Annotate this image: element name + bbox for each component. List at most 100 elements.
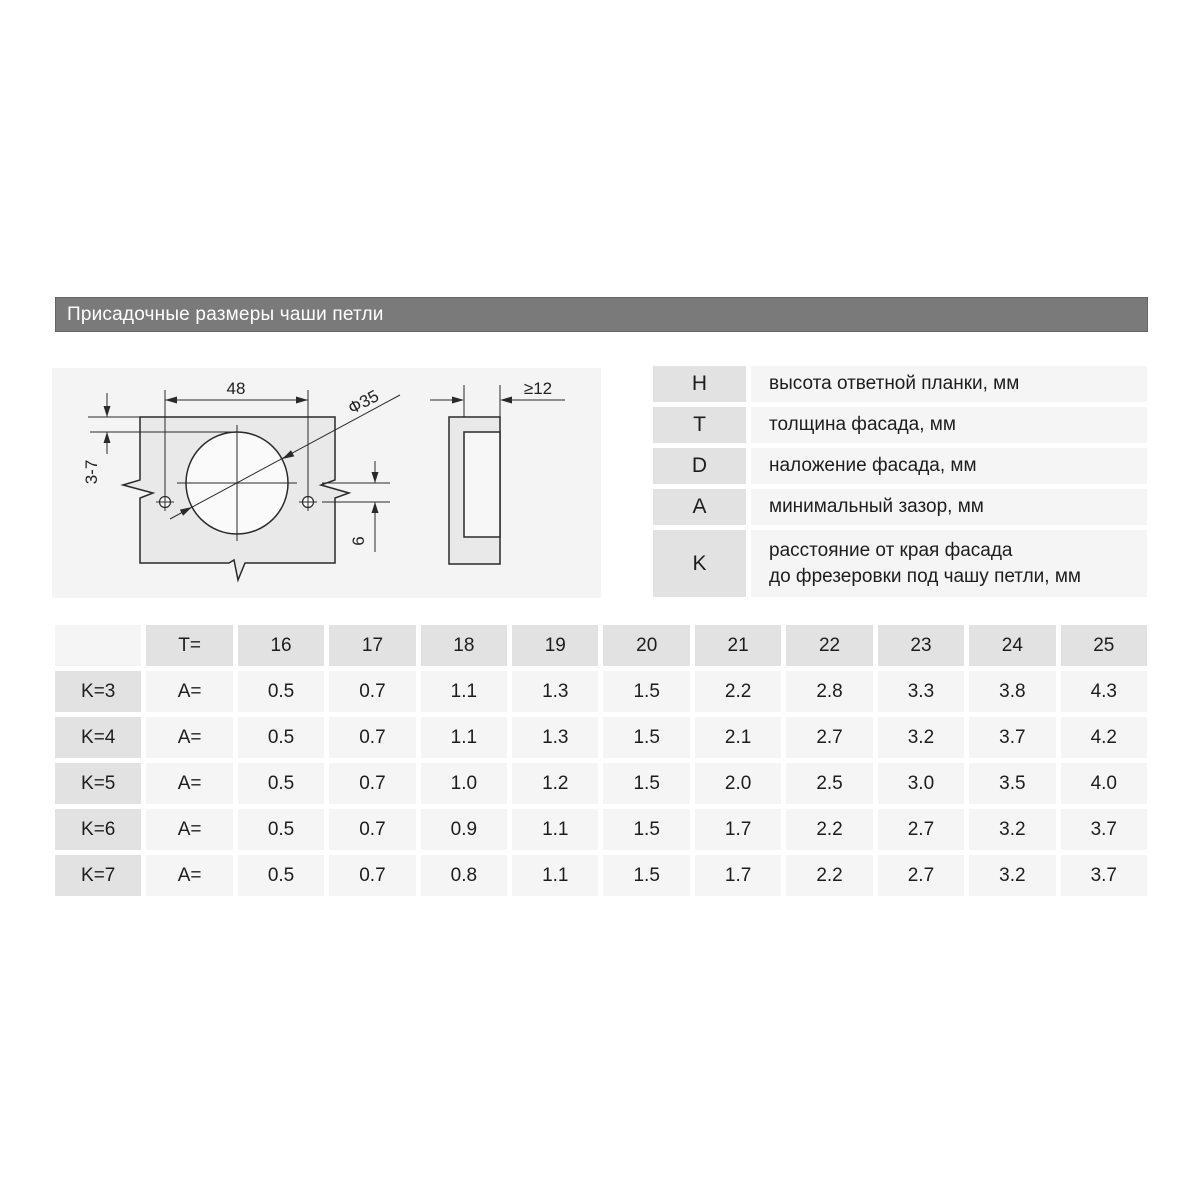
table-a-value: 0.5 xyxy=(237,855,325,896)
table-t-value-header: 23 xyxy=(877,625,965,666)
hinge-cup-drawing: 48 3-7 6 Ф35 ≥12 xyxy=(52,368,601,598)
table-a-value: 0.5 xyxy=(237,671,325,712)
drawing-svg: 48 3-7 6 Ф35 ≥12 xyxy=(82,379,565,583)
table-a-label: A= xyxy=(146,855,233,896)
legend-row-k: K расстояние от края фасада до фрезеровк… xyxy=(653,530,1147,597)
table-a-value: 1.1 xyxy=(512,809,599,850)
table-k-label: K=6 xyxy=(55,809,142,850)
table-a-value: 3.0 xyxy=(877,763,965,804)
table-a-value: 3.2 xyxy=(969,855,1056,896)
table-a-value: 1.3 xyxy=(512,671,599,712)
table-a-value: 2.8 xyxy=(786,671,873,712)
legend-table: H высота ответной планки, мм T толщина ф… xyxy=(653,366,1147,597)
side-view xyxy=(430,385,565,565)
table-a-value: 0.8 xyxy=(420,855,508,896)
legend-key-cell: T xyxy=(653,407,746,443)
table-a-value: 3.5 xyxy=(969,763,1056,804)
table-a-value: 1.5 xyxy=(603,671,690,712)
table-a-value: 0.5 xyxy=(237,809,325,850)
table-a-value: 3.8 xyxy=(969,671,1056,712)
table-t-value-header: 16 xyxy=(237,625,325,666)
table-corner-cell xyxy=(55,625,142,666)
table-a-value: 2.5 xyxy=(786,763,873,804)
front-view xyxy=(88,390,401,583)
legend-row-t: T толщина фасада, мм xyxy=(653,407,1147,443)
table-a-label: A= xyxy=(146,717,233,758)
table-t-value-header: 19 xyxy=(512,625,599,666)
table-a-value: 0.7 xyxy=(329,671,416,712)
spec-table: T= 16 17 18 19 20 21 22 23 24 25 K=3 A= 0.5 0.7 1.1 1.3 1… xyxy=(55,625,1147,896)
table-a-value: 3.2 xyxy=(877,717,965,758)
table-a-value: 2.2 xyxy=(786,855,873,896)
table-t-value-header: 21 xyxy=(694,625,782,666)
legend-key-cell: H xyxy=(653,366,746,402)
table-a-value: 2.7 xyxy=(786,717,873,758)
table-t-value-header: 18 xyxy=(420,625,508,666)
table-a-value: 1.1 xyxy=(512,855,599,896)
table-t-header: T= xyxy=(146,625,233,666)
legend-desc-cell: толщина фасада, мм xyxy=(751,407,1147,443)
table-a-value: 1.7 xyxy=(694,809,782,850)
table-a-value: 2.7 xyxy=(877,809,965,850)
table-t-value-header: 20 xyxy=(603,625,690,666)
table-t-value-header: 17 xyxy=(329,625,416,666)
table-a-value: 2.7 xyxy=(877,855,965,896)
table-a-value: 4.2 xyxy=(1060,717,1147,758)
table-a-value: 3.7 xyxy=(1060,809,1147,850)
legend-row-a: A минимальный зазор, мм xyxy=(653,489,1147,525)
dim-label-diameter: Ф35 xyxy=(345,386,382,418)
legend-desc-cell: наложение фасада, мм xyxy=(751,448,1147,484)
table-a-value: 1.3 xyxy=(512,717,599,758)
dim-label-48: 48 xyxy=(227,379,246,398)
table-a-value: 2.0 xyxy=(694,763,782,804)
dim-label-min-thickness: ≥12 xyxy=(524,379,552,398)
legend-desc-cell: минимальный зазор, мм xyxy=(751,489,1147,525)
table-a-value: 1.2 xyxy=(512,763,599,804)
table-t-value-header: 22 xyxy=(786,625,873,666)
table-a-value: 3.3 xyxy=(877,671,965,712)
table-a-value: 1.1 xyxy=(420,717,508,758)
table-a-value: 3.7 xyxy=(969,717,1056,758)
table-k-label: K=5 xyxy=(55,763,142,804)
table-t-value-header: 24 xyxy=(969,625,1056,666)
table-a-label: A= xyxy=(146,809,233,850)
dim-label-6: 6 xyxy=(349,536,368,545)
table-a-value: 3.2 xyxy=(969,809,1056,850)
legend-row-h: H высота ответной планки, мм xyxy=(653,366,1147,402)
dim-label-3-7: 3-7 xyxy=(82,460,101,485)
table-a-value: 1.5 xyxy=(603,763,690,804)
legend-key-cell: K xyxy=(653,530,746,597)
table-a-value: 1.5 xyxy=(603,809,690,850)
table-a-value: 0.7 xyxy=(329,717,416,758)
page-title: Присадочные размеры чаши петли xyxy=(55,297,1148,332)
legend-desc-cell: высота ответной планки, мм xyxy=(751,366,1147,402)
table-a-value: 1.5 xyxy=(603,717,690,758)
table-a-value: 0.5 xyxy=(237,717,325,758)
table-a-value: 0.7 xyxy=(329,809,416,850)
table-a-value: 2.1 xyxy=(694,717,782,758)
table-k-label: K=3 xyxy=(55,671,142,712)
legend-key-cell: D xyxy=(653,448,746,484)
table-a-value: 0.7 xyxy=(329,763,416,804)
table-t-value-header: 25 xyxy=(1060,625,1147,666)
side-cup-notch xyxy=(463,431,501,538)
table-k-label: K=7 xyxy=(55,855,142,896)
table-a-value: 1.5 xyxy=(603,855,690,896)
table-k-label: K=4 xyxy=(55,717,142,758)
table-a-value: 0.9 xyxy=(420,809,508,850)
table-a-value: 0.7 xyxy=(329,855,416,896)
table-a-label: A= xyxy=(146,671,233,712)
table-a-value: 2.2 xyxy=(694,671,782,712)
table-a-value: 0.5 xyxy=(237,763,325,804)
table-a-label: A= xyxy=(146,763,233,804)
table-a-value: 3.7 xyxy=(1060,855,1147,896)
table-a-value: 1.0 xyxy=(420,763,508,804)
legend-desc-cell: расстояние от края фасада до фрезеровки … xyxy=(751,530,1147,597)
table-a-value: 4.3 xyxy=(1060,671,1147,712)
table-a-value: 1.7 xyxy=(694,855,782,896)
legend-row-d: D наложение фасада, мм xyxy=(653,448,1147,484)
table-a-value: 2.2 xyxy=(786,809,873,850)
table-a-value: 4.0 xyxy=(1060,763,1147,804)
table-a-value: 1.1 xyxy=(420,671,508,712)
legend-key-cell: A xyxy=(653,489,746,525)
